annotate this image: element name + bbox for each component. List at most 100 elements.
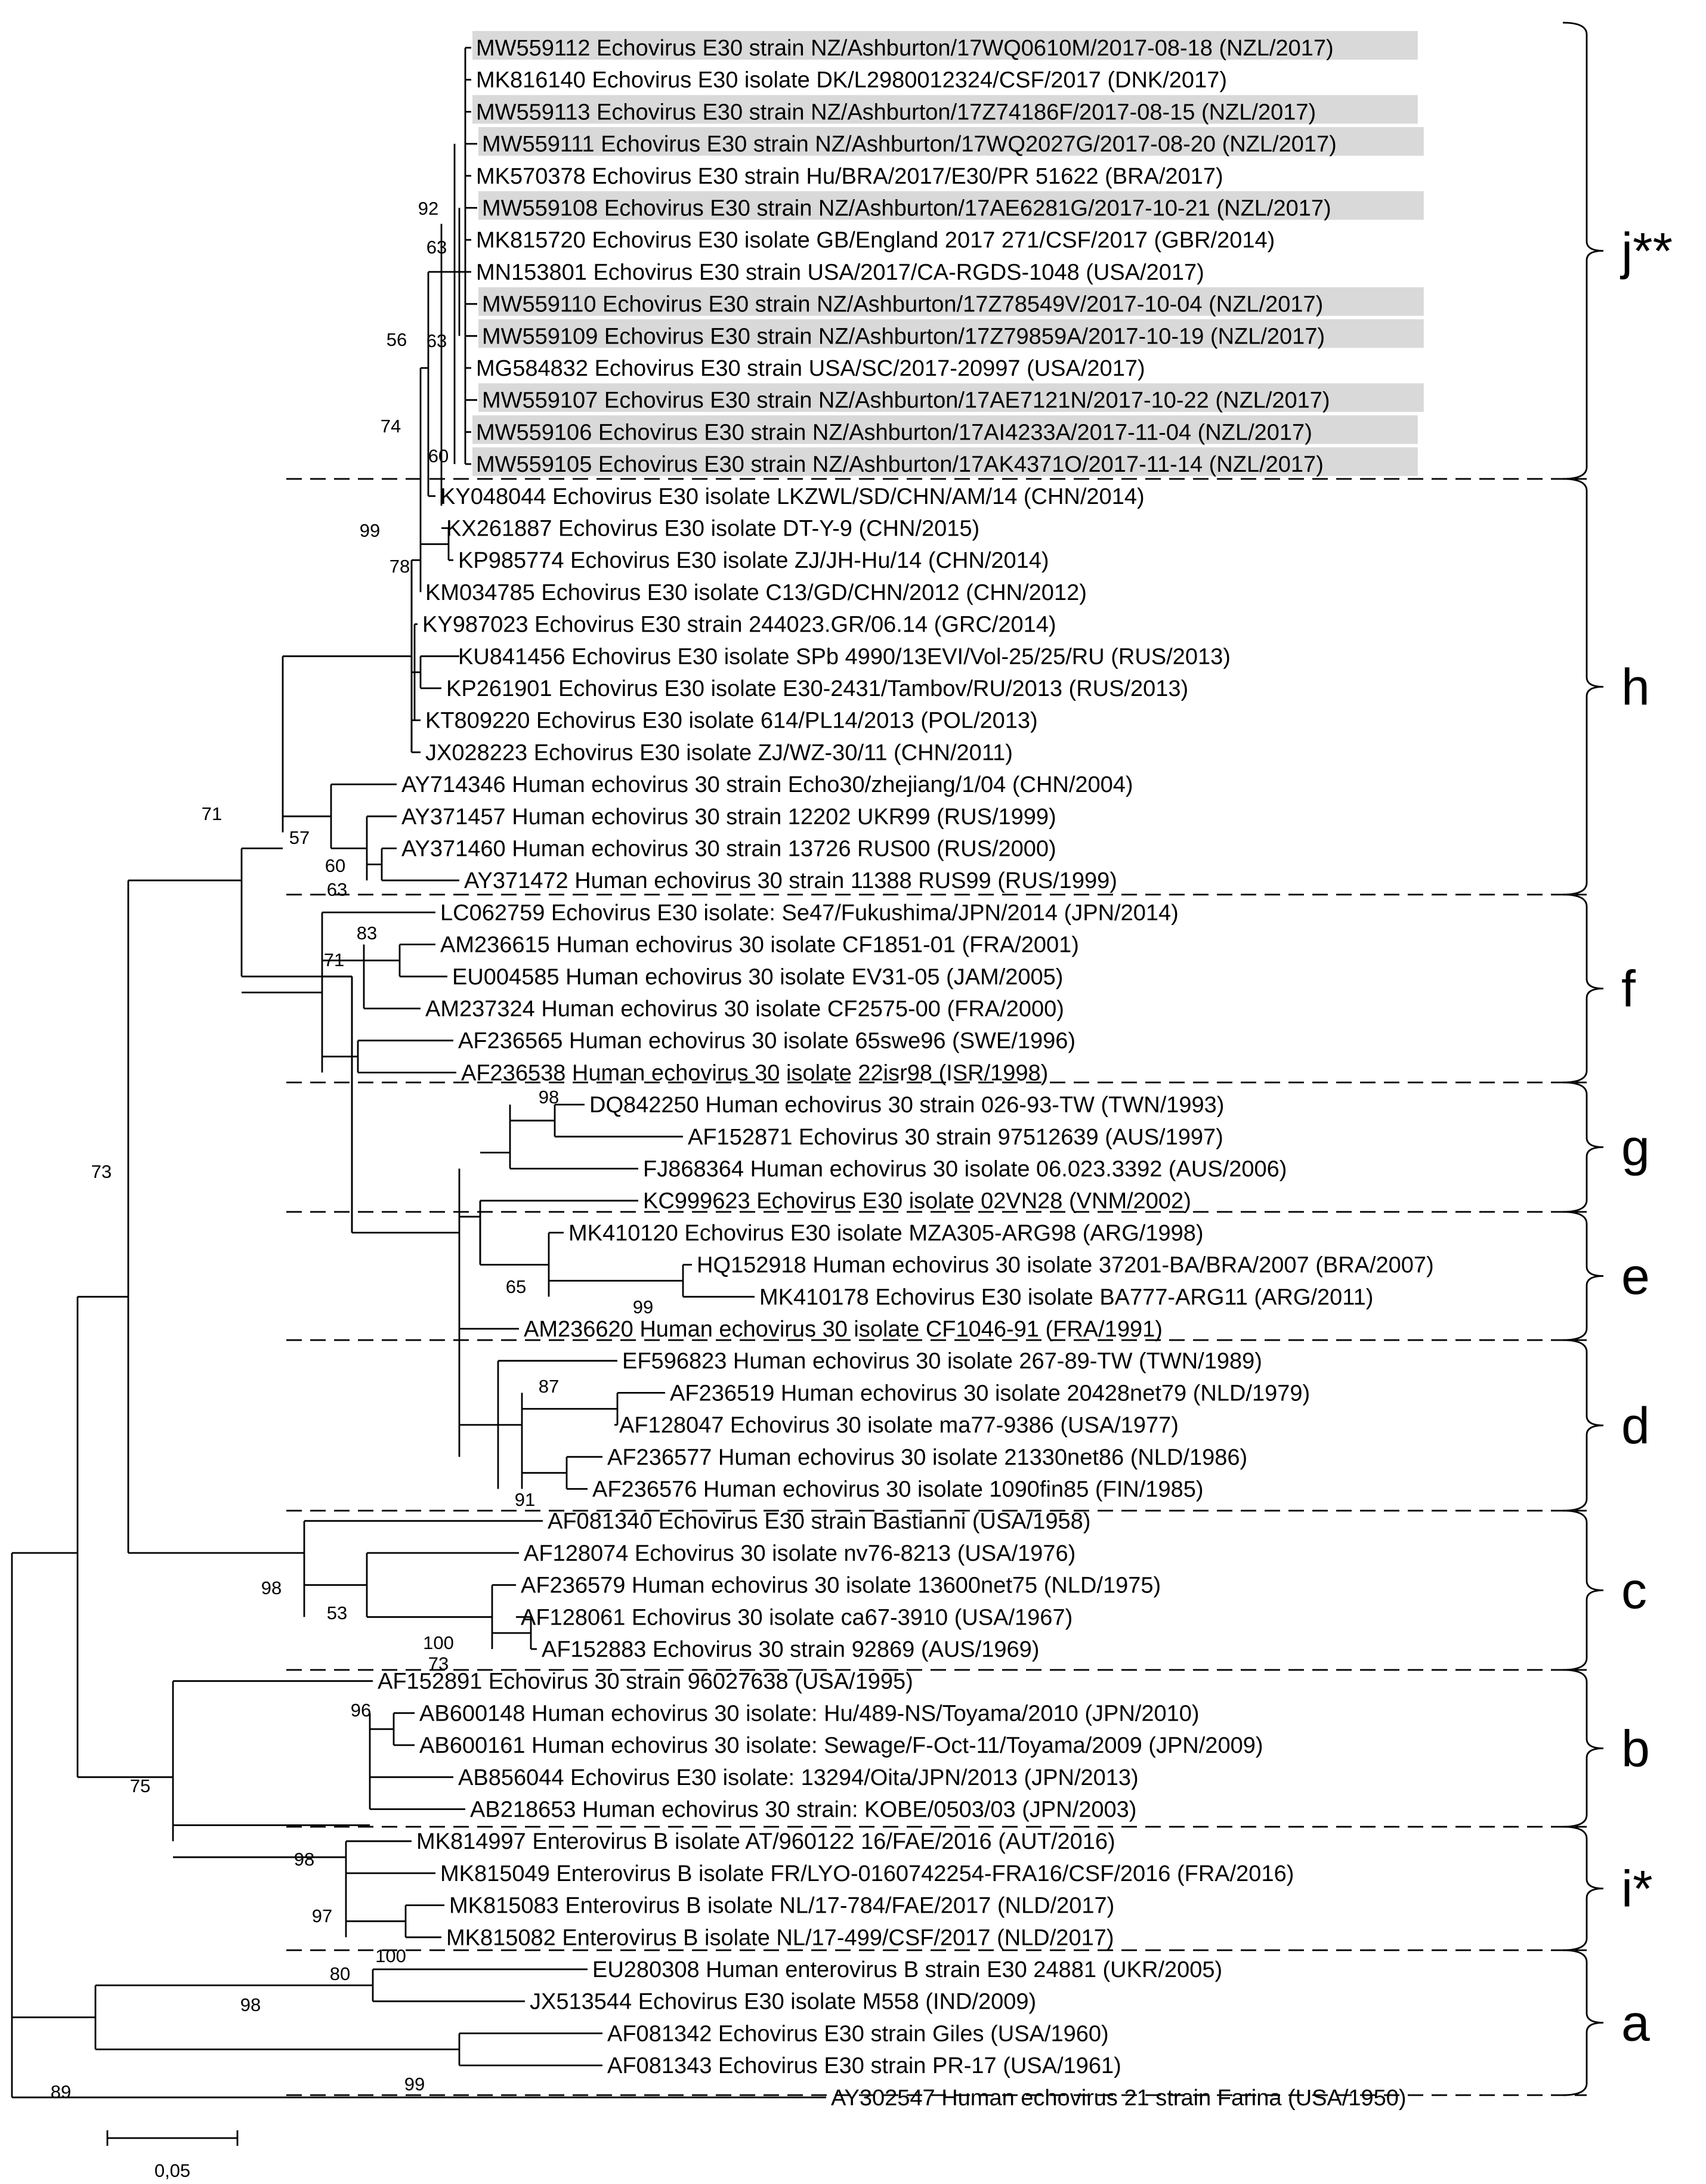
clade-bracket-layer: j** h f g e d c b i* a: [1562, 21, 1673, 2096]
leaf-label-l51: AF152883 Echovirus 30 strain 92869 (AUS/…: [542, 1637, 1039, 1662]
bootstrap-value: 99: [633, 1297, 653, 1317]
leaf-label-l53: AB600148 Human echovirus 30 isolate: Hu/…: [419, 1701, 1200, 1726]
leaf-label-l58: MK815049 Enterovirus B isolate FR/LYO-01…: [440, 1861, 1294, 1886]
leaf-label-l3: MW559113 Echovirus E30 strain NZ/Ashburt…: [476, 100, 1316, 125]
leaf-label-l62: JX513544 Echovirus E30 isolate M558 (IND…: [530, 1990, 1036, 2015]
clade-bracket: [1562, 1949, 1604, 2096]
clade-bracket: [1562, 1339, 1604, 1512]
highlight-box: [478, 127, 1424, 156]
leaf-label-l36: FJ868364 Human echovirus 30 isolate 06.0…: [643, 1157, 1287, 1182]
clade-label-a: a: [1621, 1995, 1650, 2052]
scale-bar-label: 0,05: [154, 2160, 190, 2181]
bootstrap-value: 71: [202, 803, 222, 824]
clade-label-i: i*: [1621, 1861, 1653, 1918]
highlight-box: [478, 191, 1424, 220]
leaf-label-l17: KP985774 Echovirus E30 isolate ZJ/JH-Hu/…: [458, 548, 1049, 573]
leaf-label-l63: AF081342 Echovirus E30 strain Giles (USA…: [607, 2021, 1109, 2046]
bootstrap-value: 63: [427, 237, 447, 258]
leaf-label-l61: EU280308 Human enterovirus B strain E30 …: [592, 1957, 1222, 1982]
leaf-label-l59: MK815083 Enterovirus B isolate NL/17-784…: [449, 1894, 1114, 1919]
clade-bracket: [1562, 1509, 1604, 1671]
leaf-label-l31: AM237324 Human echovirus 30 isolate CF25…: [425, 997, 1064, 1022]
leaf-label-l37: KC999623 Echovirus E30 isolate 02VN28 (V…: [643, 1189, 1191, 1214]
leaf-label-l41: AM236620 Human echovirus 30 isolate CF10…: [524, 1317, 1163, 1342]
highlight-box: [478, 287, 1424, 316]
clade-label-j: j**: [1620, 223, 1673, 280]
leaf-label-l56: AB218653 Human echovirus 30 strain: KOBE…: [470, 1798, 1136, 1823]
clade-label-e: e: [1621, 1248, 1650, 1306]
highlight-box: [472, 447, 1418, 477]
leaf-label-l34: DQ842250 Human echovirus 30 strain 026-9…: [589, 1093, 1224, 1118]
bootstrap-value: 89: [51, 2081, 71, 2102]
clade-label-b: b: [1621, 1721, 1650, 1778]
bootstrap-value: 98: [261, 1577, 282, 1598]
bootstrap-value: 99: [404, 2074, 425, 2095]
highlight-box: [478, 383, 1424, 412]
leaf-label-l5: MK570378 Echovirus E30 strain Hu/BRA/201…: [476, 164, 1223, 189]
leaf-label-l55: AB856044 Echovirus E30 isolate: 13294/Oi…: [458, 1765, 1139, 1790]
leaf-label-l10: MW559109 Echovirus E30 strain NZ/Ashburt…: [482, 324, 1325, 349]
leaf-label-l39: HQ152918 Human echovirus 30 isolate 3720…: [697, 1253, 1434, 1278]
bootstrap-value: 83: [357, 923, 377, 943]
leaf-label-l23: JX028223 Echovirus E30 isolate ZJ/WZ-30/…: [425, 740, 1013, 765]
clade-bracket: [1562, 1826, 1604, 1951]
leaf-label-l13: MW559106 Echovirus E30 strain NZ/Ashburt…: [476, 420, 1312, 445]
highlight-box: [472, 415, 1418, 444]
leaf-label-l6: MW559108 Echovirus E30 strain NZ/Ashburt…: [482, 196, 1331, 221]
bootstrap-value: 57: [289, 827, 310, 848]
leaf-label-l35: AF152871 Echovirus 30 strain 97512639 (A…: [688, 1125, 1223, 1150]
branch-layer: [11, 47, 826, 2099]
leaf-label-l4: MW559111 Echovirus E30 strain NZ/Ashburt…: [482, 132, 1337, 157]
bootstrap-value: 100: [423, 1632, 454, 1653]
bootstrap-value: 91: [515, 1489, 535, 1510]
leaf-label-l54: AB600161 Human echovirus 30 isolate: Sew…: [419, 1733, 1263, 1758]
leaf-label-l16: KX261887 Echovirus E30 isolate DT-Y-9 (C…: [446, 516, 979, 542]
leaf-label-l38: MK410120 Echovirus E30 isolate MZA305-AR…: [568, 1221, 1204, 1246]
leaf-label-l32: AF236565 Human echovirus 30 isolate 65sw…: [458, 1029, 1075, 1054]
leaf-label-l43: AF236519 Human echovirus 30 isolate 2042…: [670, 1381, 1310, 1406]
leaf-label-l26: AY371460 Human echovirus 30 strain 13726…: [401, 837, 1056, 862]
bootstrap-value: 73: [91, 1161, 112, 1182]
clade-label-c: c: [1621, 1563, 1647, 1620]
bootstrap-value: 98: [240, 1994, 261, 2015]
leaf-label-l52: AF152891 Echovirus 30 strain 96027638 (U…: [378, 1669, 913, 1694]
bootstrap-layer: 92 63 56 63 74 60 99 78 71 57 60 63 83 71 98 65 99 87 91 98…: [51, 198, 653, 2102]
bootstrap-value: 78: [390, 556, 410, 577]
clade-bracket: [1562, 1211, 1604, 1341]
leaf-label-l30: EU004585 Human echovirus 30 isolate EV31…: [452, 964, 1063, 989]
leaf-label-l47: AF081340 Echovirus E30 strain Bastianni …: [548, 1509, 1090, 1534]
bootstrap-value: 97: [312, 1905, 332, 1926]
clade-bracket: [1562, 1669, 1604, 1828]
bootstrap-value: 73: [428, 1653, 449, 1674]
leaf-label-l2: MK816140 Echovirus E30 isolate DK/L29800…: [476, 68, 1227, 93]
bootstrap-value: 75: [130, 1775, 150, 1796]
clade-label-f: f: [1621, 961, 1636, 1018]
bootstrap-value: 80: [330, 1963, 350, 1984]
leaf-label-l18: KM034785 Echovirus E30 isolate C13/GD/CH…: [425, 580, 1087, 605]
bootstrap-value: 99: [360, 520, 380, 541]
leaf-label-l45: AF236577 Human echovirus 30 isolate 2133…: [607, 1445, 1247, 1470]
clade-divider-layer: [286, 478, 1587, 2096]
clade-bracket: [1562, 478, 1604, 896]
bootstrap-value: 63: [427, 330, 447, 351]
bootstrap-value: 60: [428, 446, 449, 466]
leaf-label-l20: KU841456 Echovirus E30 isolate SPb 4990/…: [458, 644, 1231, 669]
leaf-label-l25: AY371457 Human echovirus 30 strain 12202…: [401, 805, 1056, 830]
bootstrap-value: 53: [327, 1603, 347, 1623]
leaf-label-l50: AF128061 Echovirus 30 isolate ca67-3910 …: [521, 1605, 1073, 1630]
leaf-label-l15: KY048044 Echovirus E30 isolate LKZWL/SD/…: [440, 484, 1145, 509]
leaf-label-l46: AF236576 Human echovirus 30 isolate 1090…: [592, 1477, 1204, 1502]
bootstrap-value: 100: [375, 1945, 406, 1966]
bootstrap-value: 87: [539, 1376, 559, 1397]
bootstrap-value: 74: [381, 416, 401, 437]
bootstrap-value: 63: [327, 879, 347, 900]
leaf-label-l22: KT809220 Echovirus E30 isolate 614/PL14/…: [425, 709, 1038, 734]
leaf-label-l48: AF128074 Echovirus 30 isolate nv76-8213 …: [524, 1541, 1075, 1566]
leaf-label-l12: MW559107 Echovirus E30 strain NZ/Ashburt…: [482, 388, 1330, 413]
leaf-label-l29: AM236615 Human echovirus 30 isolate CF18…: [440, 933, 1079, 958]
leaf-label-l28: LC062759 Echovirus E30 isolate: Se47/Fuk…: [440, 901, 1179, 926]
bootstrap-value: 60: [325, 855, 345, 876]
leaf-label-l11: MG584832 Echovirus E30 strain USA/SC/201…: [476, 356, 1145, 381]
leaf-label-l24: AY714346 Human echovirus 30 strain Echo3…: [401, 772, 1133, 797]
